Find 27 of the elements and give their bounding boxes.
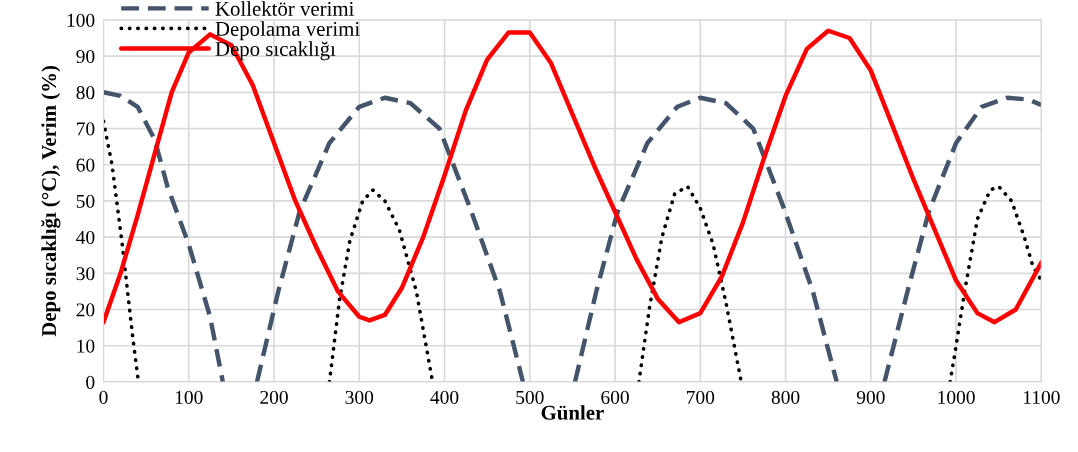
- y-tick-label: 100: [67, 13, 95, 27]
- x-tick-label: 100: [175, 390, 203, 404]
- y-tick-label: 10: [77, 339, 95, 353]
- y-axis-title: Depo sıcaklığı (°C), Verim (%): [41, 66, 61, 337]
- x-tick-label: 600: [601, 390, 629, 404]
- y-tick-label: 60: [76, 158, 95, 172]
- y-tick-label: 70: [76, 122, 95, 136]
- y-tick-label: 50: [76, 194, 95, 208]
- legend-label: Kollektör verimi: [215, 1, 354, 16]
- x-tick-label: 800: [771, 390, 800, 404]
- y-tick-label: 0: [86, 375, 95, 389]
- y-tick-label: 30: [76, 267, 95, 281]
- x-tick-label: 400: [430, 390, 459, 404]
- x-tick-label: 900: [856, 390, 885, 404]
- x-tick-label: 300: [345, 390, 374, 404]
- x-tick-label: 0: [99, 390, 108, 404]
- x-tick-label: 1100: [1023, 390, 1060, 404]
- legend-label: Depolama verimi: [215, 21, 360, 41]
- x-tick-label: 700: [687, 390, 715, 404]
- x-axis-title: Günler: [541, 405, 604, 420]
- y-tick-label: 20: [76, 303, 95, 317]
- y-tick-label: 40: [76, 230, 95, 245]
- y-tick-label: 80: [76, 86, 95, 100]
- x-tick-label: 1000: [938, 390, 975, 404]
- x-tick-label: 200: [260, 390, 288, 404]
- x-tick-label: 500: [516, 390, 544, 404]
- y-tick-label: 90: [76, 49, 95, 64]
